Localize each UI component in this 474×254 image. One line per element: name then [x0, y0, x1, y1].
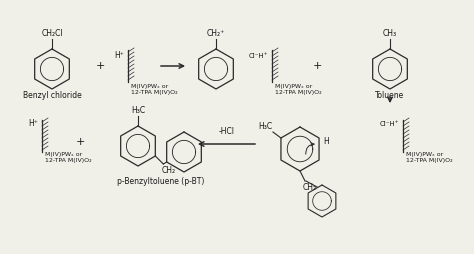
Text: H⁺: H⁺ — [114, 52, 124, 60]
Text: p-Benzyltoluene (p-BT): p-Benzyltoluene (p-BT) — [117, 177, 205, 185]
Text: CH₂Cl: CH₂Cl — [41, 29, 63, 38]
Text: Cl⁻H⁺: Cl⁻H⁺ — [248, 53, 268, 59]
Text: Benzyl chloride: Benzyl chloride — [23, 91, 82, 101]
Text: +: + — [95, 61, 105, 71]
Text: M(IV)PWₓ or
12-TPA M(IV)O₂: M(IV)PWₓ or 12-TPA M(IV)O₂ — [406, 152, 453, 163]
Text: M(IV)PWₓ or
12-TPA M(IV)O₂: M(IV)PWₓ or 12-TPA M(IV)O₂ — [45, 152, 91, 163]
Text: CH₂: CH₂ — [161, 166, 175, 175]
Text: CH₂⁺: CH₂⁺ — [207, 29, 225, 38]
Text: Toluene: Toluene — [375, 91, 405, 101]
Text: H₃C: H₃C — [131, 106, 145, 115]
Text: M(IV)PWₓ or
12-TPA M(IV)O₂: M(IV)PWₓ or 12-TPA M(IV)O₂ — [131, 84, 178, 95]
Text: CH₃: CH₃ — [383, 29, 397, 38]
Text: H₃C: H₃C — [258, 122, 272, 131]
Text: H: H — [323, 137, 329, 147]
Text: Cl⁻H⁺: Cl⁻H⁺ — [380, 121, 399, 127]
Text: H⁺: H⁺ — [28, 119, 38, 129]
Text: +: + — [312, 61, 322, 71]
Text: M(IV)PWₓ or
12-TPA M(IV)O₂: M(IV)PWₓ or 12-TPA M(IV)O₂ — [275, 84, 322, 95]
Text: +: + — [75, 137, 85, 147]
Text: -HCl: -HCl — [219, 127, 235, 136]
Text: CH₂: CH₂ — [303, 183, 317, 192]
